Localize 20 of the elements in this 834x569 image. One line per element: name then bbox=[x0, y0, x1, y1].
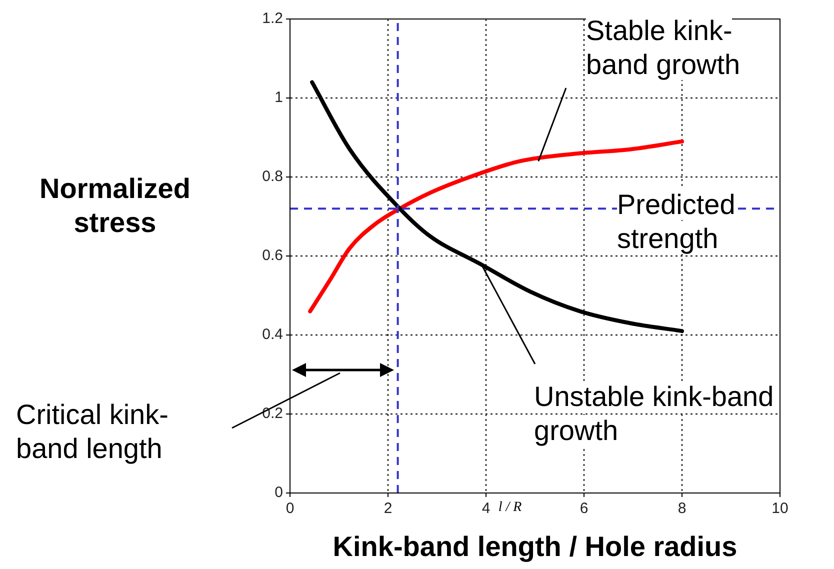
x-tick-label: 10 bbox=[772, 500, 788, 518]
y-tick-label: 1 bbox=[274, 89, 283, 106]
x-tick-label: 4 bbox=[482, 500, 490, 518]
y-tick-label: 0.2 bbox=[262, 405, 283, 422]
x-tick-label: 8 bbox=[678, 500, 686, 518]
y-tick-label: 0 bbox=[274, 484, 283, 502]
annotation: Stable kink-band growth bbox=[586, 15, 740, 80]
text: Critical kink-band length bbox=[16, 399, 168, 464]
text: l / R bbox=[498, 500, 522, 515]
y-tick-label: 1.2 bbox=[262, 10, 283, 28]
x-tick-label: 2 bbox=[384, 500, 392, 518]
annotation: Predicted strength bbox=[617, 189, 736, 254]
x-axis-title: Kink-band length / Hole radius bbox=[332, 530, 738, 564]
y-tick-label: 0.4 bbox=[262, 326, 283, 344]
y-tick-label: 0.8 bbox=[262, 168, 283, 186]
y-tick-label: 0.6 bbox=[262, 247, 283, 264]
y-axis-title: Normalized stress bbox=[38, 172, 192, 240]
x-tick-label: 0 bbox=[286, 500, 294, 518]
x-tick-label: 6 bbox=[580, 500, 588, 518]
annotation: Unstable kink-band growth bbox=[534, 381, 774, 446]
